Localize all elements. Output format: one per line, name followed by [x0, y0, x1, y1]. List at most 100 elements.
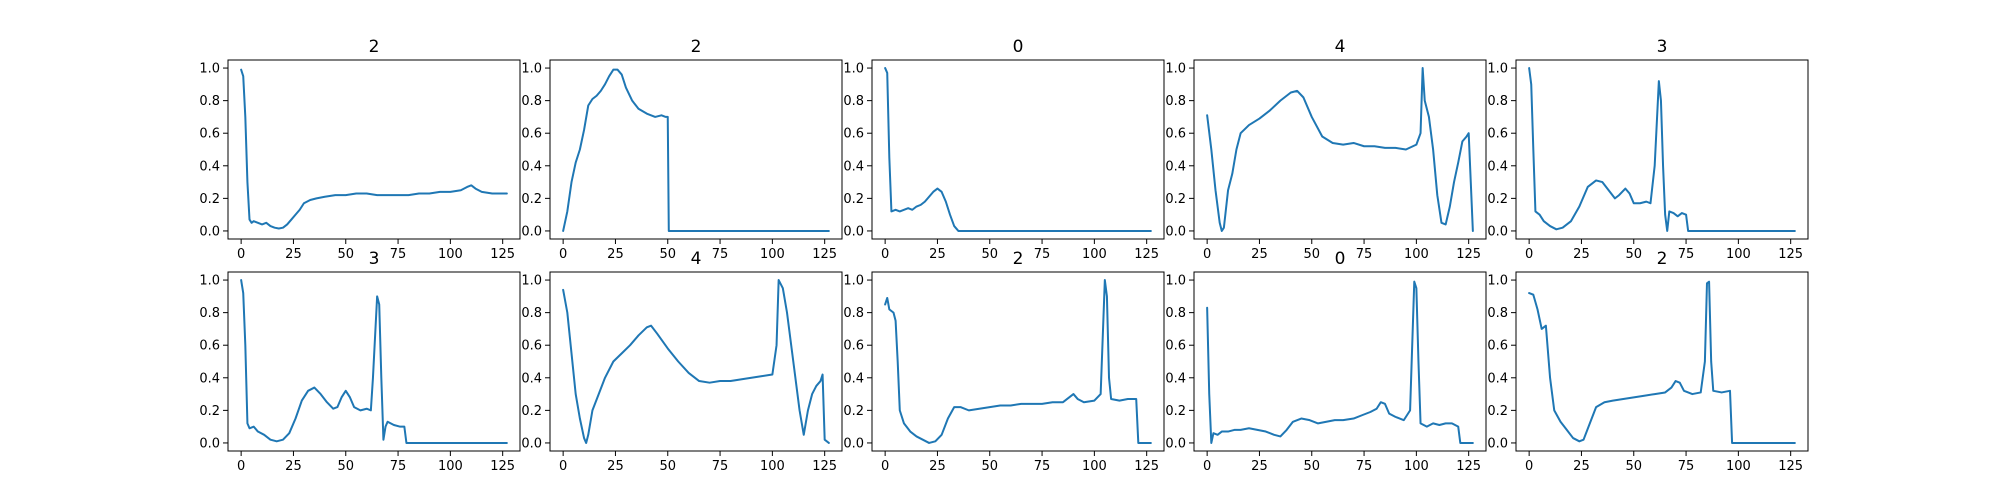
subplot-3: 0 0 25 50 75 100 125 0.0 0.2 0.4 0.6 0.8 1.0 — [843, 37, 1165, 262]
y-tick-label: 0.8 — [843, 94, 864, 109]
x-tick-label: 25 — [1251, 247, 1268, 262]
y-tick-label: 1.0 — [521, 62, 542, 77]
x-tick-label: 0 — [1203, 459, 1211, 474]
axes-frame — [871, 271, 1165, 452]
y-tick-label: 0.8 — [521, 306, 542, 321]
y-tick-label: 0.6 — [199, 339, 220, 354]
subplot-title: 2 — [1657, 249, 1668, 269]
y-tick-label: 1.0 — [1487, 274, 1508, 289]
x-tick-label: 25 — [607, 247, 624, 262]
x-tick-label: 25 — [285, 247, 302, 262]
y-tick-label: 0.0 — [1165, 224, 1186, 239]
series-line — [562, 68, 830, 232]
axes-frame — [1515, 59, 1809, 240]
x-tick-label: 50 — [981, 459, 998, 474]
axes-frame — [1515, 271, 1809, 452]
x-tick-label: 125 — [1778, 459, 1803, 474]
y-tick-label: 1.0 — [1487, 62, 1508, 77]
x-tick-label: 0 — [881, 459, 889, 474]
x-tick-label: 75 — [1678, 459, 1695, 474]
x-tick-label: 100 — [1726, 459, 1751, 474]
subplot-1: 2 0 25 50 75 100 125 0.0 0.2 0.4 0.6 0.8 1.0 — [199, 37, 521, 262]
series-line — [884, 279, 1152, 444]
axes-frame — [549, 59, 843, 240]
x-tick-label: 75 — [390, 247, 407, 262]
axes-frame — [227, 59, 521, 240]
y-tick-label: 0.6 — [1165, 127, 1186, 142]
x-tick-label: 50 — [337, 247, 354, 262]
y-tick-label: 0.4 — [199, 371, 220, 386]
y-tick-label: 0.8 — [1165, 306, 1186, 321]
x-tick-label: 125 — [490, 459, 515, 474]
x-tick-label: 50 — [1303, 459, 1320, 474]
y-tick-label: 0.2 — [199, 192, 220, 207]
x-tick-label: 0 — [237, 459, 245, 474]
x-tick-label: 25 — [1573, 247, 1590, 262]
x-tick-label: 0 — [237, 247, 245, 262]
y-tick-label: 0.2 — [1165, 192, 1186, 207]
axes-frame — [227, 271, 521, 452]
x-tick-label: 0 — [1203, 247, 1211, 262]
y-tick-label: 0.8 — [843, 306, 864, 321]
x-tick-label: 100 — [1082, 247, 1107, 262]
subplot-title: 3 — [369, 249, 380, 269]
y-tick-label: 0.0 — [199, 436, 220, 451]
y-tick-label: 0.8 — [199, 306, 220, 321]
y-tick-label: 0.6 — [521, 127, 542, 142]
y-tick-label: 0.4 — [1165, 371, 1186, 386]
y-tick-label: 0.6 — [521, 339, 542, 354]
x-tick-label: 125 — [1456, 247, 1481, 262]
subplot-10: 2 0 25 50 75 100 125 0.0 0.2 0.4 0.6 0.8 1.0 — [1487, 249, 1809, 474]
y-tick-label: 0.8 — [199, 94, 220, 109]
subplot-title: 2 — [1013, 249, 1024, 269]
x-tick-label: 100 — [1726, 247, 1751, 262]
y-tick-label: 0.6 — [843, 127, 864, 142]
subplot-6: 3 0 25 50 75 100 125 0.0 0.2 0.4 0.6 0.8 1.0 — [199, 249, 521, 474]
series-line — [562, 279, 830, 444]
subplot-4: 4 0 25 50 75 100 125 0.0 0.2 0.4 0.6 0.8 1.0 — [1165, 37, 1487, 262]
y-tick-label: 0.0 — [1487, 436, 1508, 451]
subplot-9: 0 0 25 50 75 100 125 0.0 0.2 0.4 0.6 0.8 1.0 — [1165, 249, 1487, 474]
series-line — [884, 67, 1152, 232]
x-tick-label: 100 — [438, 247, 463, 262]
y-tick-label: 0.0 — [521, 436, 542, 451]
y-tick-label: 0.0 — [1165, 436, 1186, 451]
x-tick-label: 125 — [812, 247, 837, 262]
y-tick-label: 0.4 — [1487, 371, 1508, 386]
x-tick-label: 75 — [1356, 247, 1373, 262]
x-tick-label: 0 — [1525, 247, 1533, 262]
x-tick-label: 100 — [1404, 459, 1429, 474]
x-tick-label: 125 — [1778, 247, 1803, 262]
y-tick-label: 0.0 — [521, 224, 542, 239]
x-tick-label: 0 — [559, 459, 567, 474]
x-tick-label: 100 — [760, 459, 785, 474]
y-tick-label: 1.0 — [521, 274, 542, 289]
x-tick-label: 50 — [981, 247, 998, 262]
x-tick-label: 75 — [1034, 247, 1051, 262]
y-tick-label: 0.4 — [521, 159, 542, 174]
y-tick-label: 0.2 — [843, 404, 864, 419]
y-tick-label: 0.2 — [199, 404, 220, 419]
x-tick-label: 50 — [1625, 459, 1642, 474]
axes-frame — [549, 271, 843, 452]
x-tick-label: 50 — [659, 459, 676, 474]
series-line — [1206, 67, 1474, 232]
x-tick-label: 125 — [1134, 247, 1159, 262]
x-tick-label: 75 — [712, 459, 729, 474]
x-tick-label: 50 — [1303, 247, 1320, 262]
subplot-5: 3 0 25 50 75 100 125 0.0 0.2 0.4 0.6 0.8 1.0 — [1487, 37, 1809, 262]
x-tick-label: 100 — [1082, 459, 1107, 474]
x-tick-label: 75 — [1034, 459, 1051, 474]
y-tick-label: 0.2 — [521, 192, 542, 207]
subplot-title: 2 — [369, 37, 380, 57]
y-tick-label: 0.4 — [521, 371, 542, 386]
y-tick-label: 0.8 — [1165, 94, 1186, 109]
y-tick-label: 0.2 — [1487, 192, 1508, 207]
x-tick-label: 25 — [929, 247, 946, 262]
series-line — [1206, 280, 1474, 444]
series-line — [1528, 280, 1796, 444]
y-tick-label: 1.0 — [1165, 274, 1186, 289]
x-tick-label: 75 — [1678, 247, 1695, 262]
x-tick-label: 100 — [1404, 247, 1429, 262]
